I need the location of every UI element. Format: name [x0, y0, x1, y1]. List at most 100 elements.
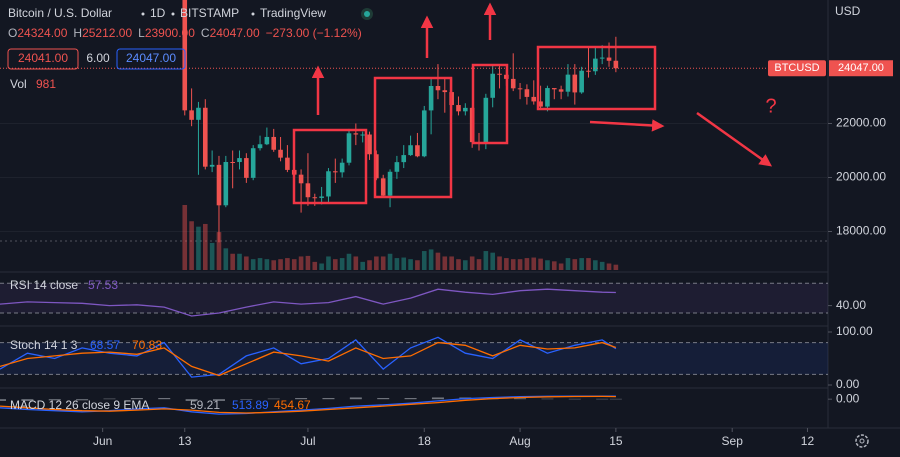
- volume-bar: [244, 256, 249, 270]
- volume-bar: [421, 251, 427, 270]
- candle-body: [250, 148, 256, 178]
- candle-body: [415, 145, 420, 157]
- candle-body: [387, 171, 393, 196]
- ohlc-value: 24324.00: [17, 26, 67, 40]
- symbol-label-bg: [768, 60, 826, 77]
- stoch-k-value: 68.57: [90, 338, 120, 352]
- volume-bar: [456, 259, 461, 270]
- volume-bar: [593, 260, 598, 270]
- volume-bar: [613, 264, 619, 270]
- bid-price: 24041.00: [18, 51, 68, 65]
- volume-bar: [189, 221, 194, 270]
- volume-bar: [209, 242, 215, 270]
- volume-bar: [415, 260, 420, 270]
- y-tick-label: 20000.00: [836, 170, 886, 184]
- macd-histogram-bar: [431, 397, 444, 400]
- macd-histogram-bar: [596, 398, 609, 400]
- y-tick-label: 0.00: [836, 391, 860, 405]
- y-tick-label: 0.00: [836, 377, 860, 391]
- volume-bar: [449, 256, 454, 270]
- ask-box[interactable]: [116, 48, 186, 70]
- symbol-label: BTCUSD: [774, 62, 819, 74]
- volume-bar: [531, 257, 537, 270]
- indicator-line: [0, 288, 616, 317]
- macd-title: MACD 12 26 close 9 EMA: [10, 398, 149, 412]
- exchange: BITSTAMP: [180, 6, 239, 20]
- candle-body: [579, 70, 584, 93]
- rsi-title: RSI 14 close: [10, 278, 78, 292]
- interval: 1D: [150, 6, 166, 20]
- macd-histogram-bar: [212, 399, 225, 401]
- bid-box[interactable]: [7, 48, 79, 70]
- separator-dot: [251, 12, 255, 16]
- candle-body: [510, 78, 516, 89]
- stoch-d-value: 70.83: [132, 338, 162, 352]
- candle-body: [442, 90, 448, 93]
- x-tick-label: Sep: [722, 434, 744, 448]
- volume-bar: [312, 261, 318, 270]
- volume-bar: [442, 256, 448, 270]
- settings-gear[interactable]: [855, 434, 869, 448]
- candle-body: [264, 136, 270, 145]
- plot-area: [0, 0, 828, 415]
- candle-body: [572, 74, 578, 93]
- macd-histogram-bar: [158, 398, 171, 400]
- candle-body: [490, 73, 495, 98]
- volume-bar: [428, 249, 434, 270]
- candle-body: [613, 60, 619, 69]
- candle-body: [189, 110, 194, 120]
- candle-body: [353, 133, 359, 135]
- ohlc-value: 24047.00: [210, 26, 260, 40]
- volume-bar: [196, 226, 201, 270]
- candle-body: [202, 107, 208, 167]
- axes: Jun 13 Jul 18 Aug 15 Sep 12 18000.00 20000.00 2200…: [0, 60, 893, 448]
- volume-bar: [298, 256, 304, 270]
- candle-body: [312, 197, 318, 199]
- volume-bar: [223, 248, 229, 270]
- volume-bar: [497, 256, 502, 270]
- macd-histogram-bar: [240, 399, 253, 400]
- volume-bar: [291, 259, 297, 270]
- candle-body: [497, 73, 502, 75]
- symbol-title: Bitcoin / U.S. Dollar: [8, 6, 112, 20]
- y-tick-label: 40.00: [836, 298, 866, 312]
- indicator-line: [0, 341, 617, 377]
- volume-bar: [510, 259, 516, 270]
- macd-histogram-bar: [48, 399, 61, 401]
- ask-price: 24047.00: [126, 51, 176, 65]
- macd-histogram-bar: [322, 398, 335, 400]
- currency: USD: [835, 4, 861, 18]
- macd-histogram-bar: [609, 398, 622, 400]
- volume-bar: [216, 232, 222, 270]
- candle-body: [223, 162, 229, 206]
- volume-bar: [490, 252, 495, 270]
- candle-body: [360, 134, 365, 136]
- ohlc-label: L: [138, 26, 145, 40]
- volume-bar: [606, 263, 612, 270]
- macd-histogram-bar: [185, 399, 198, 401]
- y-tick-label: 100.00: [836, 324, 873, 338]
- candle-body: [606, 57, 612, 61]
- candle-body: [545, 88, 550, 107]
- annotation-arrow: [589, 119, 665, 132]
- volume-bar: [401, 257, 407, 270]
- x-tick-label: 13: [178, 434, 192, 448]
- candle-body: [257, 144, 263, 149]
- last-price-label: 24047.00: [838, 62, 884, 74]
- macd-histogram-bar: [377, 398, 390, 400]
- volume-bar: [319, 263, 324, 270]
- volume-bar: [469, 256, 475, 270]
- candle-body: [456, 105, 461, 112]
- candle-body: [421, 110, 427, 157]
- y-tick-label: 18000.00: [836, 224, 886, 238]
- volume-bar: [278, 259, 283, 270]
- candle-body: [230, 162, 235, 164]
- volume-bar: [463, 260, 468, 270]
- volume-bar: [367, 260, 372, 270]
- candle-body: [339, 162, 345, 173]
- volume-bar: [380, 256, 386, 270]
- settings-icon[interactable]: [855, 434, 869, 448]
- volume-bar: [305, 255, 311, 270]
- candle-body: [333, 171, 338, 173]
